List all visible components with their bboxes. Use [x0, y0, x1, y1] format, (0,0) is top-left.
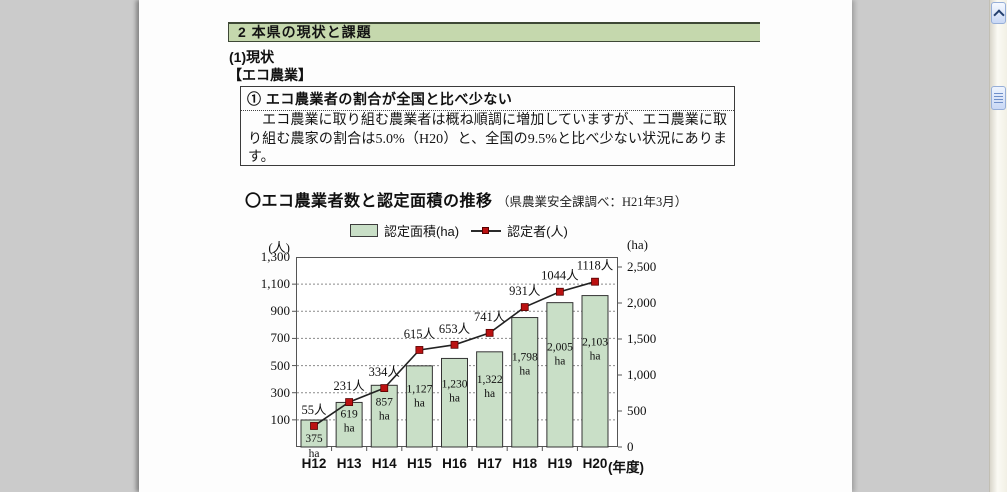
svg-text:619: 619 — [341, 408, 359, 420]
svg-text:ha: ha — [554, 355, 565, 367]
bar-H16 — [441, 357, 468, 448]
svg-text:857: 857 — [376, 397, 394, 409]
svg-text:ha: ha — [414, 398, 425, 410]
svg-text:2,103: 2,103 — [582, 337, 608, 349]
marker-H20 — [591, 277, 599, 286]
x-tick-label: H15 — [406, 456, 432, 471]
callout-body: エコ農業に取り組む農業者は概ね順調に増加していますが、エコ農業に取り組む農家の割… — [248, 113, 727, 165]
x-tick-label: H16 — [442, 456, 467, 471]
section-header-text: 2 本県の現状と課題 — [238, 24, 372, 40]
svg-text:1118人: 1118人 — [577, 259, 614, 273]
y-right-tick-label: 2,500 — [627, 259, 657, 274]
svg-text:375: 375 — [305, 433, 323, 445]
grip-lines-icon — [994, 92, 1003, 104]
chart-title: 〇エコ農業者数と認定面積の推移 — [245, 193, 493, 210]
chart-legend: 認定面積(ha) 認定者(人) — [350, 222, 568, 239]
svg-text:1,322: 1,322 — [477, 374, 503, 386]
marker-H17 — [485, 328, 494, 337]
y-right-tick-label: 1,500 — [627, 331, 657, 346]
y-right-tick-label: 500 — [627, 403, 647, 418]
svg-text:1044人: 1044人 — [541, 269, 579, 283]
svg-text:231人: 231人 — [333, 379, 365, 393]
x-axis-suffix: (年度) — [608, 460, 644, 475]
svg-text:653人: 653人 — [439, 322, 471, 336]
y-left-tick-label: 900 — [270, 303, 291, 319]
document-page: 2 本県の現状と課題 (1)現状 【エコ農業】 ① エコ農業者の割合が全国と比べ… — [139, 0, 852, 492]
marker-H16 — [450, 340, 459, 349]
svg-text:ha: ha — [590, 351, 601, 363]
svg-text:1,127: 1,127 — [406, 384, 432, 396]
x-tick-label: H14 — [371, 456, 397, 471]
subsection-heading: (1)現状 — [229, 49, 275, 65]
marker-H19 — [555, 287, 564, 296]
area-legend-swatch-icon — [350, 223, 378, 237]
y-right-tick-label: 1,000 — [627, 367, 657, 382]
y-left-tick-label: 1,300 — [260, 249, 290, 264]
marker-H14 — [380, 384, 389, 392]
category-heading: 【エコ農業】 — [228, 67, 312, 83]
svg-text:615人: 615人 — [404, 327, 436, 341]
x-tick-label: H19 — [547, 456, 573, 471]
y-left-tick-label: 500 — [270, 357, 291, 373]
svg-text:2,005: 2,005 — [547, 341, 573, 353]
svg-text:ha: ha — [484, 388, 495, 400]
svg-text:55人: 55人 — [301, 403, 327, 417]
svg-text:334人: 334人 — [369, 365, 401, 379]
x-tick-label: H13 — [336, 456, 362, 471]
callout-box: ① エコ農業者の割合が全国と比べ少ない エコ農業に取り組む農業者は概ね順調に増加… — [240, 86, 735, 166]
x-tick-label: H18 — [512, 456, 538, 471]
marker-H18 — [520, 303, 529, 311]
svg-text:1,230: 1,230 — [442, 379, 468, 391]
svg-text:ha: ha — [449, 393, 460, 405]
y-left-tick-label: 700 — [270, 330, 291, 346]
y-left-axis-title: (人) — [268, 240, 290, 255]
chevron-up-icon — [992, 8, 1005, 21]
svg-text:741人: 741人 — [474, 310, 506, 324]
scroll-up-button[interactable] — [991, 2, 1006, 24]
bar-H20 — [581, 295, 609, 448]
line-legend-marker-icon — [471, 226, 502, 235]
chart-source: （県農業安全課調べ：H21年3月） — [496, 195, 688, 209]
legend-label-line: 認定者(人) — [507, 223, 568, 239]
svg-text:ha: ha — [309, 448, 320, 460]
scrollbar[interactable] — [989, 0, 1007, 492]
y-left-tick-label: 300 — [270, 384, 291, 400]
marker-H12 — [310, 422, 318, 430]
y-right-axis-title: (ha) — [627, 237, 648, 252]
bar-H15 — [405, 365, 433, 448]
bar-H19 — [546, 302, 574, 448]
bar-H18 — [511, 317, 539, 448]
y-left-tick-label: 100 — [270, 411, 291, 427]
y-right-tick-label: 2,000 — [627, 295, 657, 310]
y-right-tick-label: 0 — [627, 439, 634, 454]
marker-H15 — [415, 346, 424, 354]
chart-plot-area: 375 ha 619 ha 857 ha 1,127 ha 1,230 ha 1,322 ha 1,79… — [292, 257, 622, 460]
y-left-tick-label: 1,100 — [260, 276, 290, 292]
svg-text:ha: ha — [519, 365, 530, 377]
scrollbar-thumb[interactable] — [991, 86, 1006, 110]
legend-label-area: 認定面積(ha) — [384, 223, 460, 239]
svg-text:ha: ha — [379, 411, 390, 423]
x-tick-label: H17 — [477, 456, 502, 471]
svg-text:1,798: 1,798 — [512, 351, 538, 363]
bar-H17 — [476, 351, 504, 448]
marker-H13 — [345, 398, 354, 406]
x-tick-label: H20 — [582, 456, 608, 471]
x-tick-label: H12 — [301, 456, 327, 471]
callout-heading: ① エコ農業者の割合が全国と比べ少ない — [241, 87, 734, 111]
section-header-bar: 2 本県の現状と課題 — [228, 22, 760, 42]
svg-text:931人: 931人 — [509, 284, 541, 298]
chart-heading: 〇エコ農業者数と認定面積の推移 （県農業安全課調べ：H21年3月） — [245, 187, 687, 211]
svg-text:ha: ha — [344, 422, 355, 434]
